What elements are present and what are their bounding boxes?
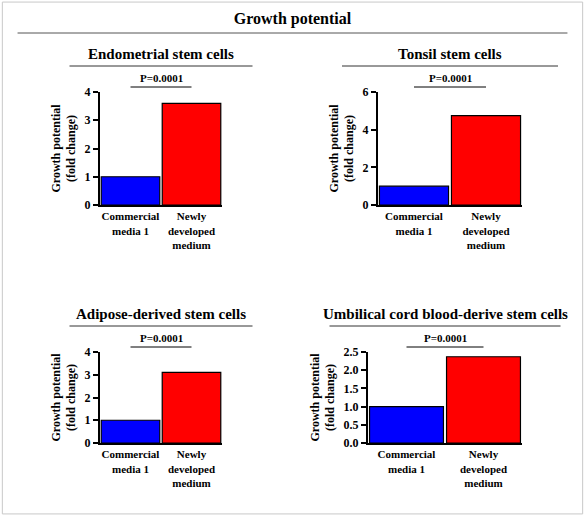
svg-text:Newlydevelopedmedium: Newlydevelopedmedium [168, 210, 215, 251]
svg-text:P=0.0001: P=0.0001 [140, 332, 183, 344]
svg-text:Commercialmedia 1: Commercialmedia 1 [378, 448, 436, 474]
svg-text:P=0.0001: P=0.0001 [140, 72, 183, 84]
svg-text:Tonsil stem cells: Tonsil stem cells [398, 46, 502, 62]
svg-text:3: 3 [85, 368, 91, 382]
svg-text:Growth potential(fold change): Growth potential(fold change) [49, 104, 79, 193]
svg-text:0: 0 [85, 198, 91, 212]
svg-text:2: 2 [363, 161, 369, 175]
svg-text:2: 2 [85, 142, 91, 156]
svg-text:Growth potential(fold change): Growth potential(fold change) [308, 353, 338, 442]
svg-text:4: 4 [363, 123, 369, 137]
svg-text:4: 4 [85, 85, 91, 99]
svg-text:Adipose-derived stem cells: Adipose-derived stem cells [76, 306, 246, 322]
svg-text:0.5: 0.5 [344, 418, 359, 432]
svg-text:Endometrial stem cells: Endometrial stem cells [88, 46, 234, 62]
svg-text:Growth potential(fold change): Growth potential(fold change) [49, 353, 79, 442]
svg-text:Newlydevelopedmedium: Newlydevelopedmedium [168, 448, 215, 489]
svg-text:Growth potential(fold change): Growth potential(fold change) [327, 104, 357, 193]
svg-text:Commercialmedia 1: Commercialmedia 1 [102, 210, 160, 236]
svg-text:0: 0 [85, 436, 91, 450]
svg-text:Commercialmedia 1: Commercialmedia 1 [102, 448, 160, 474]
svg-text:0.0: 0.0 [344, 436, 359, 450]
svg-text:1.5: 1.5 [344, 382, 359, 396]
svg-text:2.5: 2.5 [344, 345, 359, 359]
svg-text:6: 6 [363, 85, 369, 99]
svg-text:Growth potential: Growth potential [234, 10, 352, 28]
svg-text:Umbilical cord blood-derive st: Umbilical cord blood-derive stem cells [323, 306, 568, 322]
svg-text:0: 0 [363, 198, 369, 212]
svg-text:P=0.0001: P=0.0001 [429, 72, 472, 84]
svg-text:3: 3 [85, 113, 91, 127]
svg-text:1: 1 [85, 170, 91, 184]
svg-text:Newlydevelopedmedium: Newlydevelopedmedium [460, 448, 507, 489]
svg-text:1.0: 1.0 [344, 400, 359, 414]
svg-text:4: 4 [85, 345, 91, 359]
svg-text:Commercialmedia 1: Commercialmedia 1 [385, 210, 443, 236]
svg-text:1: 1 [85, 413, 91, 427]
svg-text:Newlydevelopedmedium: Newlydevelopedmedium [462, 210, 509, 251]
svg-text:2: 2 [85, 391, 91, 405]
svg-text:P=0.0001: P=0.0001 [424, 332, 467, 344]
svg-text:2.0: 2.0 [344, 363, 359, 377]
